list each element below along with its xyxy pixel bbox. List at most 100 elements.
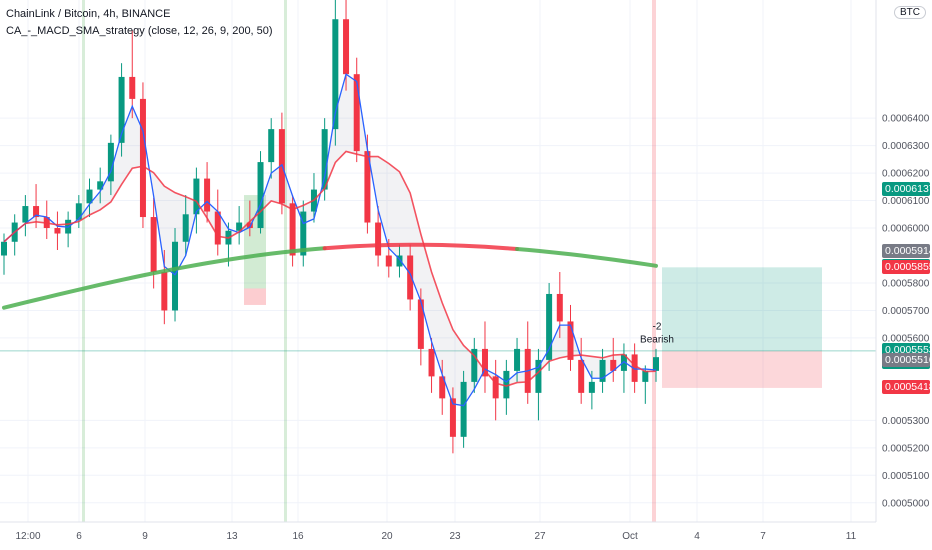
candle-body xyxy=(631,354,638,382)
sma200-line xyxy=(322,242,520,252)
signal-column xyxy=(284,0,287,522)
candle-body xyxy=(118,76,125,143)
y-axis[interactable]: 0.00064000.00063000.00062000.00061000.00… xyxy=(0,0,930,523)
x-tick-label: 13 xyxy=(226,531,238,542)
candle-body xyxy=(546,293,553,360)
candle-body xyxy=(204,178,211,212)
x-tick-label: 6 xyxy=(76,531,82,542)
price-tag: 0.0005516 xyxy=(882,353,932,367)
candle-body xyxy=(257,162,264,229)
candle-body xyxy=(86,189,93,204)
candle-body xyxy=(22,206,29,223)
candle-body xyxy=(417,299,424,349)
candle-body xyxy=(97,181,104,190)
candle-body xyxy=(610,359,617,371)
x-tick-label: 12:00 xyxy=(15,531,40,542)
legend: ChainLink / Bitcoin, 4h, BINANCE CA_-_MA… xyxy=(6,6,273,40)
candle-body xyxy=(33,206,40,218)
y-tick-label: 0.0005800 xyxy=(882,278,930,289)
candle-body xyxy=(193,178,200,215)
candle-body xyxy=(396,255,403,267)
study-title[interactable]: CA_-_MACD_SMA_strategy (close, 12, 26, 9… xyxy=(6,25,273,37)
position-stop-zone xyxy=(662,350,822,388)
signal-labels: -2 Bearish xyxy=(640,322,674,346)
signal-label: Bearish xyxy=(640,335,674,346)
candle-body xyxy=(236,222,243,231)
candles xyxy=(1,0,659,454)
candle-body xyxy=(75,203,82,220)
x-tick-label: 23 xyxy=(449,531,461,542)
ma-fill xyxy=(4,74,656,406)
y-tick-label: 0.0005200 xyxy=(882,443,930,454)
candle-body xyxy=(471,348,478,382)
candle-body xyxy=(535,359,542,393)
candle-body xyxy=(492,376,499,399)
y-tick-label: 0.0006200 xyxy=(882,169,930,180)
price-tag-value: 0.0005418 xyxy=(885,380,932,393)
candle-body xyxy=(556,293,563,322)
x-tick-label: 16 xyxy=(292,531,304,542)
candle-body xyxy=(439,376,446,399)
y-tick-label: 0.0006100 xyxy=(882,196,930,207)
fast-ma-line xyxy=(3,73,657,407)
candle-body xyxy=(514,348,521,371)
candle-body xyxy=(567,321,574,360)
y-tick-label: 0.0005100 xyxy=(882,471,930,482)
candle-body xyxy=(385,255,392,267)
signal-count: -2 xyxy=(653,322,662,333)
price-tag: 0.0006137 xyxy=(882,182,932,197)
candle-body xyxy=(246,222,253,229)
price-tag: 0.0005418 xyxy=(882,379,932,394)
x-tick-label: 7 xyxy=(760,531,766,542)
sma50-line xyxy=(3,150,657,387)
symbol-title[interactable]: ChainLink / Bitcoin, 4h, BINANCE xyxy=(6,8,171,20)
candle-body xyxy=(460,381,467,437)
candle-body xyxy=(321,129,328,190)
signal-column xyxy=(652,0,656,522)
x-tick-label: 20 xyxy=(381,531,393,542)
candle-body xyxy=(578,359,585,393)
price-tag-value: 0.0005914 xyxy=(885,244,932,257)
currency-badge[interactable]: BTC xyxy=(894,6,926,19)
x-tick-label: 27 xyxy=(534,531,546,542)
candle-body xyxy=(139,98,146,218)
y-tick-label: 0.0006400 xyxy=(882,114,930,125)
x-tick-label: 11 xyxy=(846,531,857,542)
candle-body xyxy=(428,348,435,377)
position-target-zone xyxy=(662,267,822,351)
x-axis: 12:00 6 9 13 16 20 23 27 Oct 4 7 11 xyxy=(15,531,856,542)
x-tick-label: 9 xyxy=(142,531,148,542)
candle-body xyxy=(150,217,157,272)
candle-body xyxy=(107,142,114,182)
candle-body xyxy=(268,129,275,163)
position-tool[interactable] xyxy=(0,267,876,388)
candle-body xyxy=(129,76,136,99)
candle-body xyxy=(161,271,168,311)
candle-body xyxy=(1,241,7,256)
candle-body xyxy=(182,214,189,242)
y-tick-label: 0.0006300 xyxy=(882,141,930,152)
price-tag-value: 0.0005855 xyxy=(885,260,932,273)
y-tick-label: 0.0006000 xyxy=(882,224,930,235)
candle-body xyxy=(289,203,296,256)
ma-band xyxy=(4,74,656,406)
x-tick-label: 4 xyxy=(694,531,700,542)
candle-body xyxy=(588,381,595,393)
candle-body xyxy=(449,398,456,437)
price-tag-value: 0.0005553 xyxy=(885,343,932,356)
price-tag: 0.0005855 xyxy=(882,259,932,274)
y-tick-label: 0.0005600 xyxy=(882,333,930,344)
candle-body xyxy=(375,222,382,256)
candle-body xyxy=(300,211,307,256)
sma200-line xyxy=(515,247,658,268)
candle-body xyxy=(353,74,360,152)
candle-body xyxy=(54,228,61,234)
candle-body xyxy=(481,348,488,377)
candle-body xyxy=(214,211,221,245)
price-tag: 0.0005914 xyxy=(882,243,932,258)
indicator-lines xyxy=(2,73,658,407)
candle-body xyxy=(653,357,659,371)
price-tag-value: 0.0006137 xyxy=(885,183,932,196)
